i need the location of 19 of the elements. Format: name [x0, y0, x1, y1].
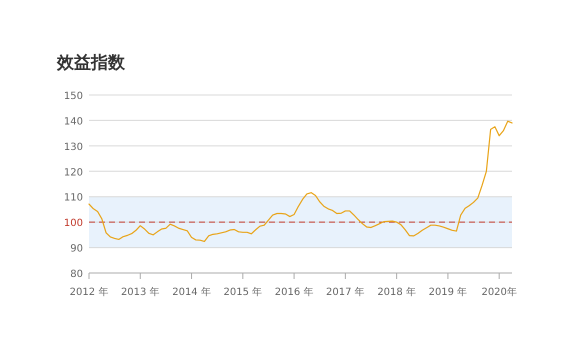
x-tick-label: 2015 年	[224, 286, 262, 298]
y-tick-label: 140	[64, 116, 83, 128]
x-tick-label: 2019 年	[428, 286, 468, 298]
y-tick-label: 80	[70, 269, 83, 280]
y-tick-label: 130	[64, 142, 83, 153]
y-tick-label: 110	[64, 192, 83, 204]
x-tick-label: 2012 年	[70, 286, 108, 298]
x-tick-label: 2020年	[481, 286, 517, 298]
y-tick-label: 120	[64, 167, 83, 178]
y-tick-label: 90	[70, 244, 83, 255]
y-tick-label: 150	[64, 91, 83, 102]
chart-title: 效益指数	[56, 53, 126, 73]
x-tick-label: 2013 年	[120, 286, 160, 298]
y-tick-label: 100	[64, 218, 83, 230]
x-tick-label: 2016 年	[274, 286, 314, 298]
x-tick-label: 2018 年	[377, 286, 416, 298]
x-tick-label: 2017 年	[326, 286, 365, 298]
line-series	[88, 120, 513, 242]
x-tick-label: 2014 年	[172, 286, 211, 298]
